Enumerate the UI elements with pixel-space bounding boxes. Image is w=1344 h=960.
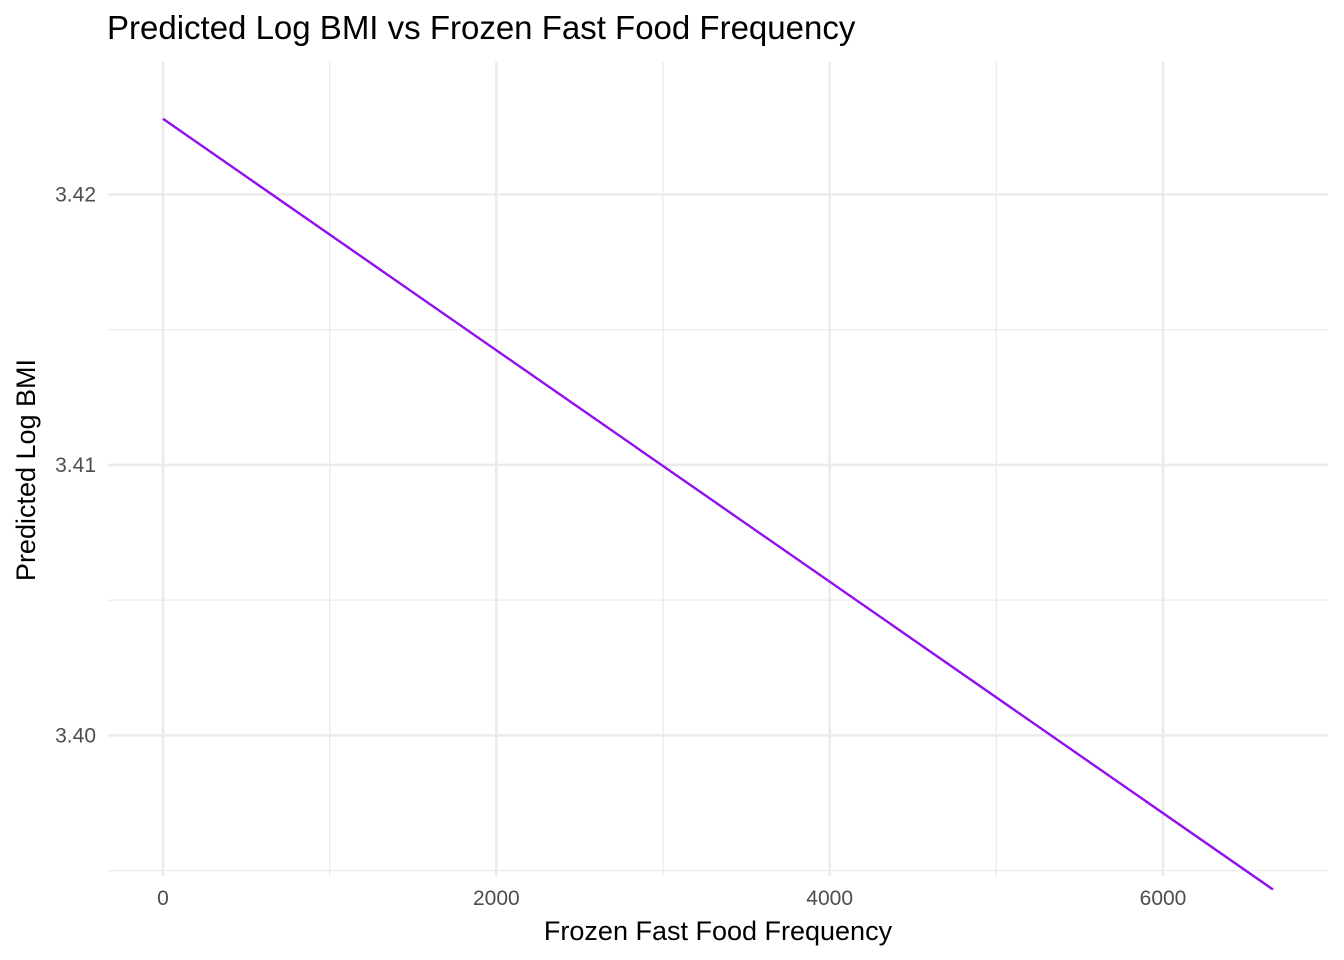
- x-tick-label: 0: [157, 887, 169, 910]
- major-gridlines: [108, 62, 1328, 876]
- series-line: [162, 117, 1274, 891]
- y-tick-label: 3.41: [55, 454, 96, 477]
- y-axis-ticks: 3.40 3.41 3.42: [55, 184, 96, 748]
- series-layer: [162, 117, 1274, 891]
- x-tick-label: 6000: [1140, 887, 1187, 910]
- y-tick-label: 3.42: [55, 184, 96, 207]
- minor-gridlines: [108, 62, 1328, 876]
- y-axis-title: Predicted Log BMI: [11, 359, 41, 581]
- chart-title: Predicted Log BMI vs Frozen Fast Food Fr…: [107, 9, 856, 46]
- x-tick-label: 2000: [473, 887, 520, 910]
- x-axis-title: Frozen Fast Food Frequency: [544, 916, 893, 946]
- x-tick-label: 4000: [806, 887, 853, 910]
- y-tick-label: 3.40: [55, 724, 96, 747]
- x-axis-ticks: 0 2000 4000 6000: [157, 887, 1186, 910]
